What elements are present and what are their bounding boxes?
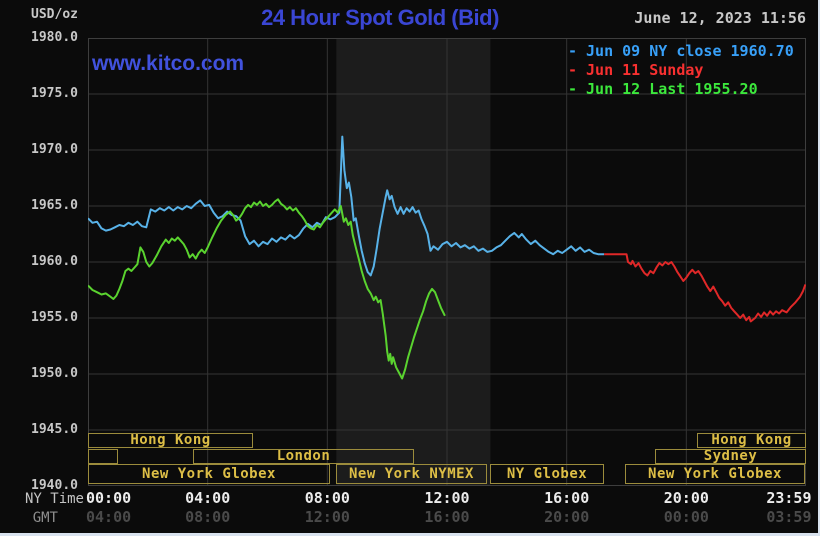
y-axis-tick: 1960.0 [31,254,78,269]
x-axis-row-1: GMT 04:00 08:00 12:00 16:00 20:00 00:00 03:59 [0,508,818,526]
ny-time-axis-label: NY Time [24,491,84,507]
legend-entry: - Jun 12 Last 1955.20 [568,80,794,99]
session-box: Sydney [655,449,806,464]
grid-svg [88,38,806,486]
plot-area: Hong Kong Hong Kong London Sydney New York G… [88,38,806,486]
legend-marker-icon: - [568,42,578,60]
plot-border [88,38,806,486]
legend-entry: - Jun 09 NY close 1960.70 [568,42,794,61]
y-axis-tick: 1965.0 [31,198,78,213]
session-box: Hong Kong [697,433,806,448]
x-axis-tick: 16:00 [424,508,470,526]
x-axis-tick: 08:00 [185,508,231,526]
x-axis-tick: 00:00 [86,489,132,507]
x-axis-tick: 00:00 [663,508,709,526]
session-box: London [193,449,414,464]
y-axis-tick: 1975.0 [31,86,78,101]
series-line-0 [88,135,605,277]
x-axis-tick: 03:59 [766,508,812,526]
x-axis-tick: 20:00 [663,489,709,507]
x-axis-tick: 08:00 [304,489,350,507]
y-axis-tick: 1980.0 [31,30,78,45]
y-axis-tick: 1940.0 [31,478,78,493]
legend-marker-icon: - [568,80,578,98]
kitco-watermark-link[interactable]: www.kitco.com [92,52,245,75]
x-axis-tick: 20:00 [544,508,590,526]
y-axis-tick: 1955.0 [31,310,78,325]
session-box [88,449,118,464]
x-axis-tick: 04:00 [185,489,231,507]
legend-marker-icon: - [568,61,578,79]
legend-entry: - Jun 11 Sunday [568,61,794,80]
x-axis-tick: 12:00 [424,489,470,507]
series-line-2 [88,198,446,380]
series-line-1 [604,253,806,323]
legend-label: Jun 11 Sunday [586,61,704,79]
y-axis-tick: 1970.0 [31,142,78,157]
y-axis-tick: 1950.0 [31,366,78,381]
x-axis-row-0: NY Time 00:00 04:00 08:00 12:00 16:00 20:00 23… [0,489,818,507]
legend-label: Jun 09 NY close 1960.70 [586,42,794,60]
legend-label: Jun 12 Last 1955.20 [586,80,758,98]
x-axis-tick: 16:00 [544,489,590,507]
x-axis-tick: 04:00 [86,508,132,526]
session-box: NY Globex [490,464,604,484]
y-axis-units-label: USD/oz [31,7,78,22]
session-box: New York NYMEX [336,464,487,484]
session-box: New York Globex [88,464,330,484]
timestamp: June 12, 2023 11:56 [634,9,806,27]
legend: - Jun 09 NY close 1960.70- Jun 11 Sunday - J… [568,42,794,99]
y-axis-tick: 1945.0 [31,422,78,437]
session-box: Hong Kong [88,433,253,448]
x-axis-tick: 23:59 [766,489,812,507]
page-title: 24 Hour Spot Gold (Bid) [261,5,499,30]
gmt-axis-label: GMT [32,510,58,526]
x-axis-tick: 12:00 [304,508,350,526]
session-box: New York Globex [625,464,805,484]
